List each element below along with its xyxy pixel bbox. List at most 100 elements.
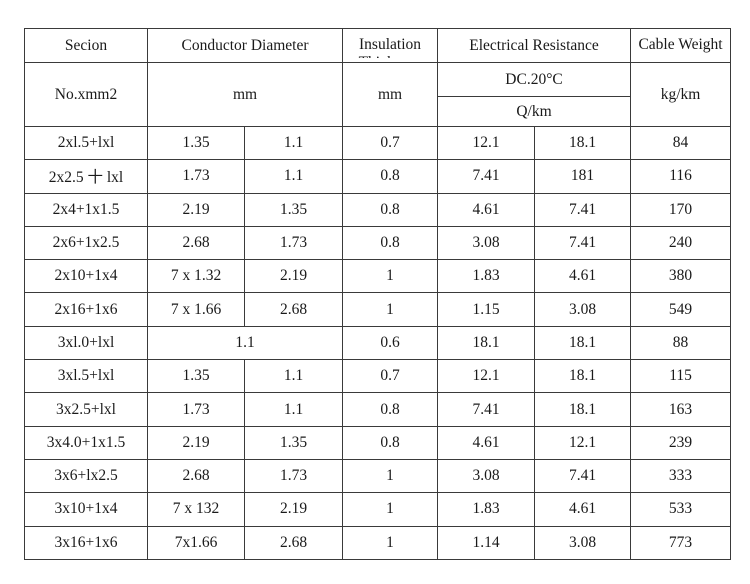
- cell-weight: 170: [630, 192, 732, 227]
- table-row: 3x2.5+lxl 1.73 1.1 0.8 7.41 18.1 163: [24, 392, 732, 427]
- header-mm-conductor: mm: [146, 62, 344, 127]
- cell-resistance-1: 4.61: [437, 192, 536, 227]
- cell-diameter-1: 1.35: [147, 359, 245, 394]
- cell-weight: 163: [630, 392, 732, 427]
- table-row: 3x4.0+1x1.5 2.19 1.35 0.8 4.61 12.1 239: [24, 425, 732, 460]
- cell-resistance-1: 12.1: [437, 125, 536, 161]
- cell-weight: 115: [630, 359, 732, 394]
- cell-resistance-1: 18.1: [437, 325, 536, 361]
- cell-diameter-1: 7 x 132: [147, 492, 245, 527]
- header-insulation: Insulation Thickness: [342, 28, 439, 63]
- cell-resistance-1: 3.08: [437, 458, 536, 494]
- cell-diameter-1: 2.19: [147, 425, 245, 460]
- cell-diameter-2: 2.68: [243, 525, 344, 560]
- table-row: 2x2.5 十 lxl 1.73 1.1 0.8 7.41 181 116: [24, 159, 732, 194]
- cell-section: 2x10+1x4: [24, 259, 148, 294]
- cell-resistance-2: 18.1: [534, 359, 632, 394]
- cell-resistance-2: 7.41: [534, 192, 632, 227]
- cell-diameter-1: 2.68: [147, 225, 245, 261]
- cell-weight: 116: [630, 159, 732, 194]
- cell-insulation: 0.7: [342, 359, 439, 394]
- cell-resistance-1: 4.61: [437, 425, 536, 460]
- cell-insulation: 0.8: [342, 392, 439, 427]
- cell-diameter-1: 2.19: [147, 192, 245, 227]
- cell-resistance-2: 3.08: [534, 292, 632, 327]
- cell-diameter-2: 2.19: [243, 259, 344, 294]
- cell-resistance-2: 3.08: [534, 525, 632, 560]
- cell-diameter-2: 2.68: [243, 292, 344, 327]
- table-row: 2x16+1x6 7 x 1.66 2.68 1 1.15 3.08 549: [24, 292, 732, 327]
- cell-resistance-2: 18.1: [534, 325, 632, 361]
- cell-insulation: 0.7: [342, 125, 439, 161]
- cell-weight: 240: [630, 225, 732, 261]
- header-mm-insulation: mm: [342, 62, 439, 127]
- cell-section: 3x4.0+1x1.5: [24, 425, 148, 460]
- cell-resistance-1: 12.1: [437, 359, 536, 394]
- cell-resistance-2: 4.61: [534, 492, 632, 527]
- cell-weight: 549: [630, 292, 732, 327]
- header-no-xmm2: No.xmm2: [24, 62, 148, 127]
- table-row: 3xl.0+lxl 1.1 0.6 18.1 18.1 88: [24, 325, 732, 361]
- cell-resistance-2: 18.1: [534, 125, 632, 161]
- cell-resistance-2: 4.61: [534, 259, 632, 294]
- cell-section: 3xl.0+lxl: [24, 325, 148, 361]
- cell-diameter-2: 1.1: [243, 359, 344, 394]
- header-row-3: Q/km: [25, 96, 731, 127]
- cell-insulation: 1: [342, 292, 439, 327]
- header-electrical-resistance: Electrical Resistance: [437, 28, 632, 63]
- header-cable-text: Cable Weight: [638, 35, 723, 53]
- cell-resistance-1: 3.08: [437, 225, 536, 261]
- cell-diameter-1: 1.35: [147, 125, 245, 161]
- cell-weight: 88: [630, 325, 732, 361]
- cell-diameter-2: 1.73: [243, 458, 344, 494]
- cell-resistance-1: 1.83: [437, 492, 536, 527]
- cell-section: 2xl.5+lxl: [24, 125, 148, 161]
- table-row: 3xl.5+lxl 1.35 1.1 0.7 12.1 18.1 115: [24, 359, 732, 394]
- cell-diameter-2: 1.35: [243, 425, 344, 460]
- cell-diameter-1: 7 x 1.66: [147, 292, 245, 327]
- cell-resistance-1: 1.14: [437, 525, 536, 560]
- cell-resistance-2: 12.1: [534, 425, 632, 460]
- header-conductor-diameter: Conductor Diameter: [146, 28, 344, 63]
- cell-resistance-1: 1.83: [437, 259, 536, 294]
- header-row-2: No.xmm2 mm mm DC.20°C kg/km: [24, 62, 732, 127]
- cell-insulation: 0.6: [342, 325, 439, 361]
- cell-insulation: 0.8: [342, 425, 439, 460]
- table-row: 2xl.5+lxl 1.35 1.1 0.7 12.1 18.1 84: [24, 125, 732, 161]
- cell-section: 3x6+lx2.5: [24, 458, 148, 494]
- table-row: 2x4+1x1.5 2.19 1.35 0.8 4.61 7.41 170: [24, 192, 732, 227]
- cell-section: 3x10+1x4: [24, 492, 148, 527]
- cell-resistance-2: 7.41: [534, 458, 632, 494]
- cell-diameter-2: 1.35: [243, 192, 344, 227]
- cell-insulation: 0.8: [342, 159, 439, 194]
- cell-weight: 239: [630, 425, 732, 460]
- table-row: 3x6+lx2.5 2.68 1.73 1 3.08 7.41 333: [24, 458, 732, 494]
- cell-insulation: 1: [342, 492, 439, 527]
- cell-weight: 333: [630, 458, 732, 494]
- cell-diameter-1: 1.73: [147, 392, 245, 427]
- cell-weight: 84: [630, 125, 732, 161]
- cell-weight: 773: [630, 525, 732, 560]
- cell-diameter-2: 1.1: [243, 392, 344, 427]
- cell-diameter-2: 1.1: [243, 159, 344, 194]
- cell-resistance-2: 7.41: [534, 225, 632, 261]
- cell-resistance-2: 181: [534, 159, 632, 194]
- cell-diameter-1: 7x1.66: [147, 525, 245, 560]
- cell-weight: 533: [630, 492, 732, 527]
- cell-section: 2x2.5 十 lxl: [24, 159, 148, 194]
- header-kg-km: kg/km: [630, 62, 732, 127]
- cell-insulation: 1: [342, 259, 439, 294]
- cell-section: 2x6+1x2.5: [24, 225, 148, 261]
- cable-spec-table: Secion Conductor Diameter Insulation Thi…: [24, 28, 732, 560]
- table-row: 3x16+1x6 7x1.66 2.68 1 1.14 3.08 773: [24, 525, 732, 560]
- table-row: 2x10+1x4 7 x 1.32 2.19 1 1.83 4.61 380: [24, 259, 732, 294]
- cell-diameter-1: 1.73: [147, 159, 245, 194]
- cell-resistance-1: 7.41: [437, 392, 536, 427]
- cell-resistance-2: 18.1: [534, 392, 632, 427]
- cell-diameter-1: 2.68: [147, 458, 245, 494]
- table-row: 2x6+1x2.5 2.68 1.73 0.8 3.08 7.41 240: [24, 225, 732, 261]
- cell-insulation: 1: [342, 525, 439, 560]
- cell-insulation: 0.8: [342, 192, 439, 227]
- header-ohm-km: Q/km: [437, 96, 632, 127]
- header-dc-temp: DC.20°C: [437, 62, 632, 97]
